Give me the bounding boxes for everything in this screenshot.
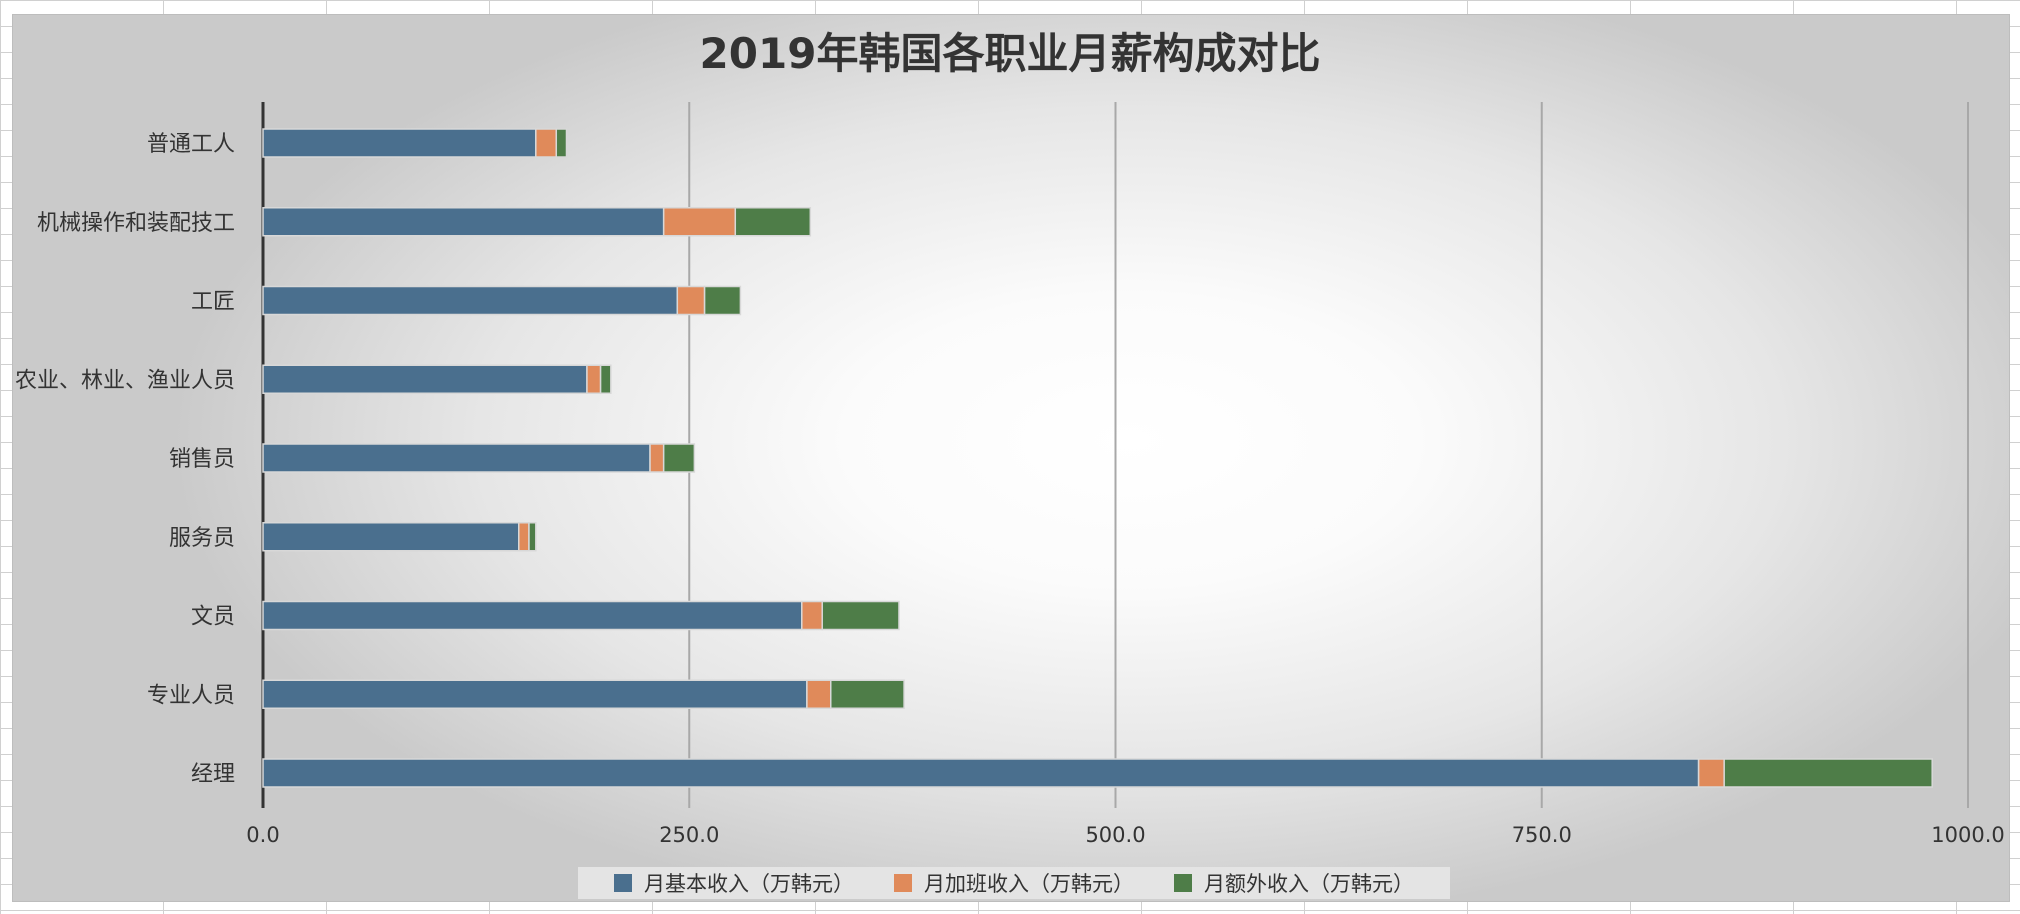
bar-segment bbox=[535, 128, 558, 158]
x-tick-label: 500.0 bbox=[1085, 823, 1145, 847]
bar-segment bbox=[1723, 758, 1933, 788]
bar-segment bbox=[1697, 758, 1725, 788]
bar-segment bbox=[806, 679, 832, 709]
legend-label: 月基本收入（万韩元） bbox=[644, 872, 854, 896]
bar-segment bbox=[262, 285, 679, 316]
bar-segment bbox=[262, 758, 1700, 788]
bar-segment bbox=[676, 285, 706, 316]
legend-item[interactable]: 月额外收入（万韩元） bbox=[1174, 868, 1414, 898]
bar-segment bbox=[528, 522, 537, 552]
chart-title: 2019年韩国各职业月薪构成对比 bbox=[699, 29, 1321, 78]
category-label: 工匠 bbox=[191, 290, 235, 315]
legend-item[interactable]: 月加班收入（万韩元） bbox=[894, 868, 1134, 898]
bar-segment bbox=[649, 443, 665, 473]
category-label: 普通工人 bbox=[147, 132, 235, 157]
bar-segment bbox=[262, 679, 808, 709]
category-label: 销售员 bbox=[169, 447, 235, 472]
bar-segment bbox=[586, 364, 602, 394]
legend-swatch bbox=[614, 874, 632, 892]
bar-segment bbox=[830, 679, 905, 709]
bar-segment bbox=[262, 128, 537, 158]
legend-item[interactable]: 月基本收入（万韩元） bbox=[614, 868, 854, 898]
bar-segment bbox=[262, 207, 665, 237]
legend-swatch bbox=[894, 874, 912, 892]
bar-segment bbox=[555, 128, 568, 158]
category-label: 机械操作和装配技工 bbox=[37, 211, 235, 236]
x-tick-label: 250.0 bbox=[659, 823, 719, 847]
bar-segment bbox=[262, 522, 520, 552]
bar-segment bbox=[801, 600, 823, 631]
chart-legend[interactable]: 月基本收入（万韩元） 月加班收入（万韩元） 月额外收入（万韩元） bbox=[578, 867, 1450, 899]
category-label: 服务员 bbox=[169, 526, 235, 551]
x-tick-label: 750.0 bbox=[1512, 823, 1572, 847]
x-tick-label: 1000.0 bbox=[1931, 823, 2004, 847]
bar-segment bbox=[599, 364, 612, 394]
bar-segment bbox=[518, 522, 530, 552]
bar-segment bbox=[662, 207, 737, 237]
category-label: 专业人员 bbox=[147, 683, 235, 708]
bar-segment bbox=[262, 364, 588, 394]
bar-segment bbox=[262, 600, 803, 631]
bar-segment bbox=[734, 207, 812, 237]
bar-segment bbox=[662, 443, 696, 473]
x-tick-label: 0.0 bbox=[246, 823, 279, 847]
bar-segment bbox=[703, 285, 742, 316]
bar-segment bbox=[262, 443, 651, 473]
category-label: 文员 bbox=[191, 605, 235, 630]
legend-swatch bbox=[1174, 874, 1192, 892]
legend-label: 月加班收入（万韩元） bbox=[924, 872, 1134, 896]
category-label: 农业、林业、渔业人员 bbox=[15, 368, 235, 393]
bar-segment bbox=[821, 600, 900, 631]
legend-label: 月额外收入（万韩元） bbox=[1204, 872, 1414, 896]
category-label: 经理 bbox=[191, 762, 235, 787]
